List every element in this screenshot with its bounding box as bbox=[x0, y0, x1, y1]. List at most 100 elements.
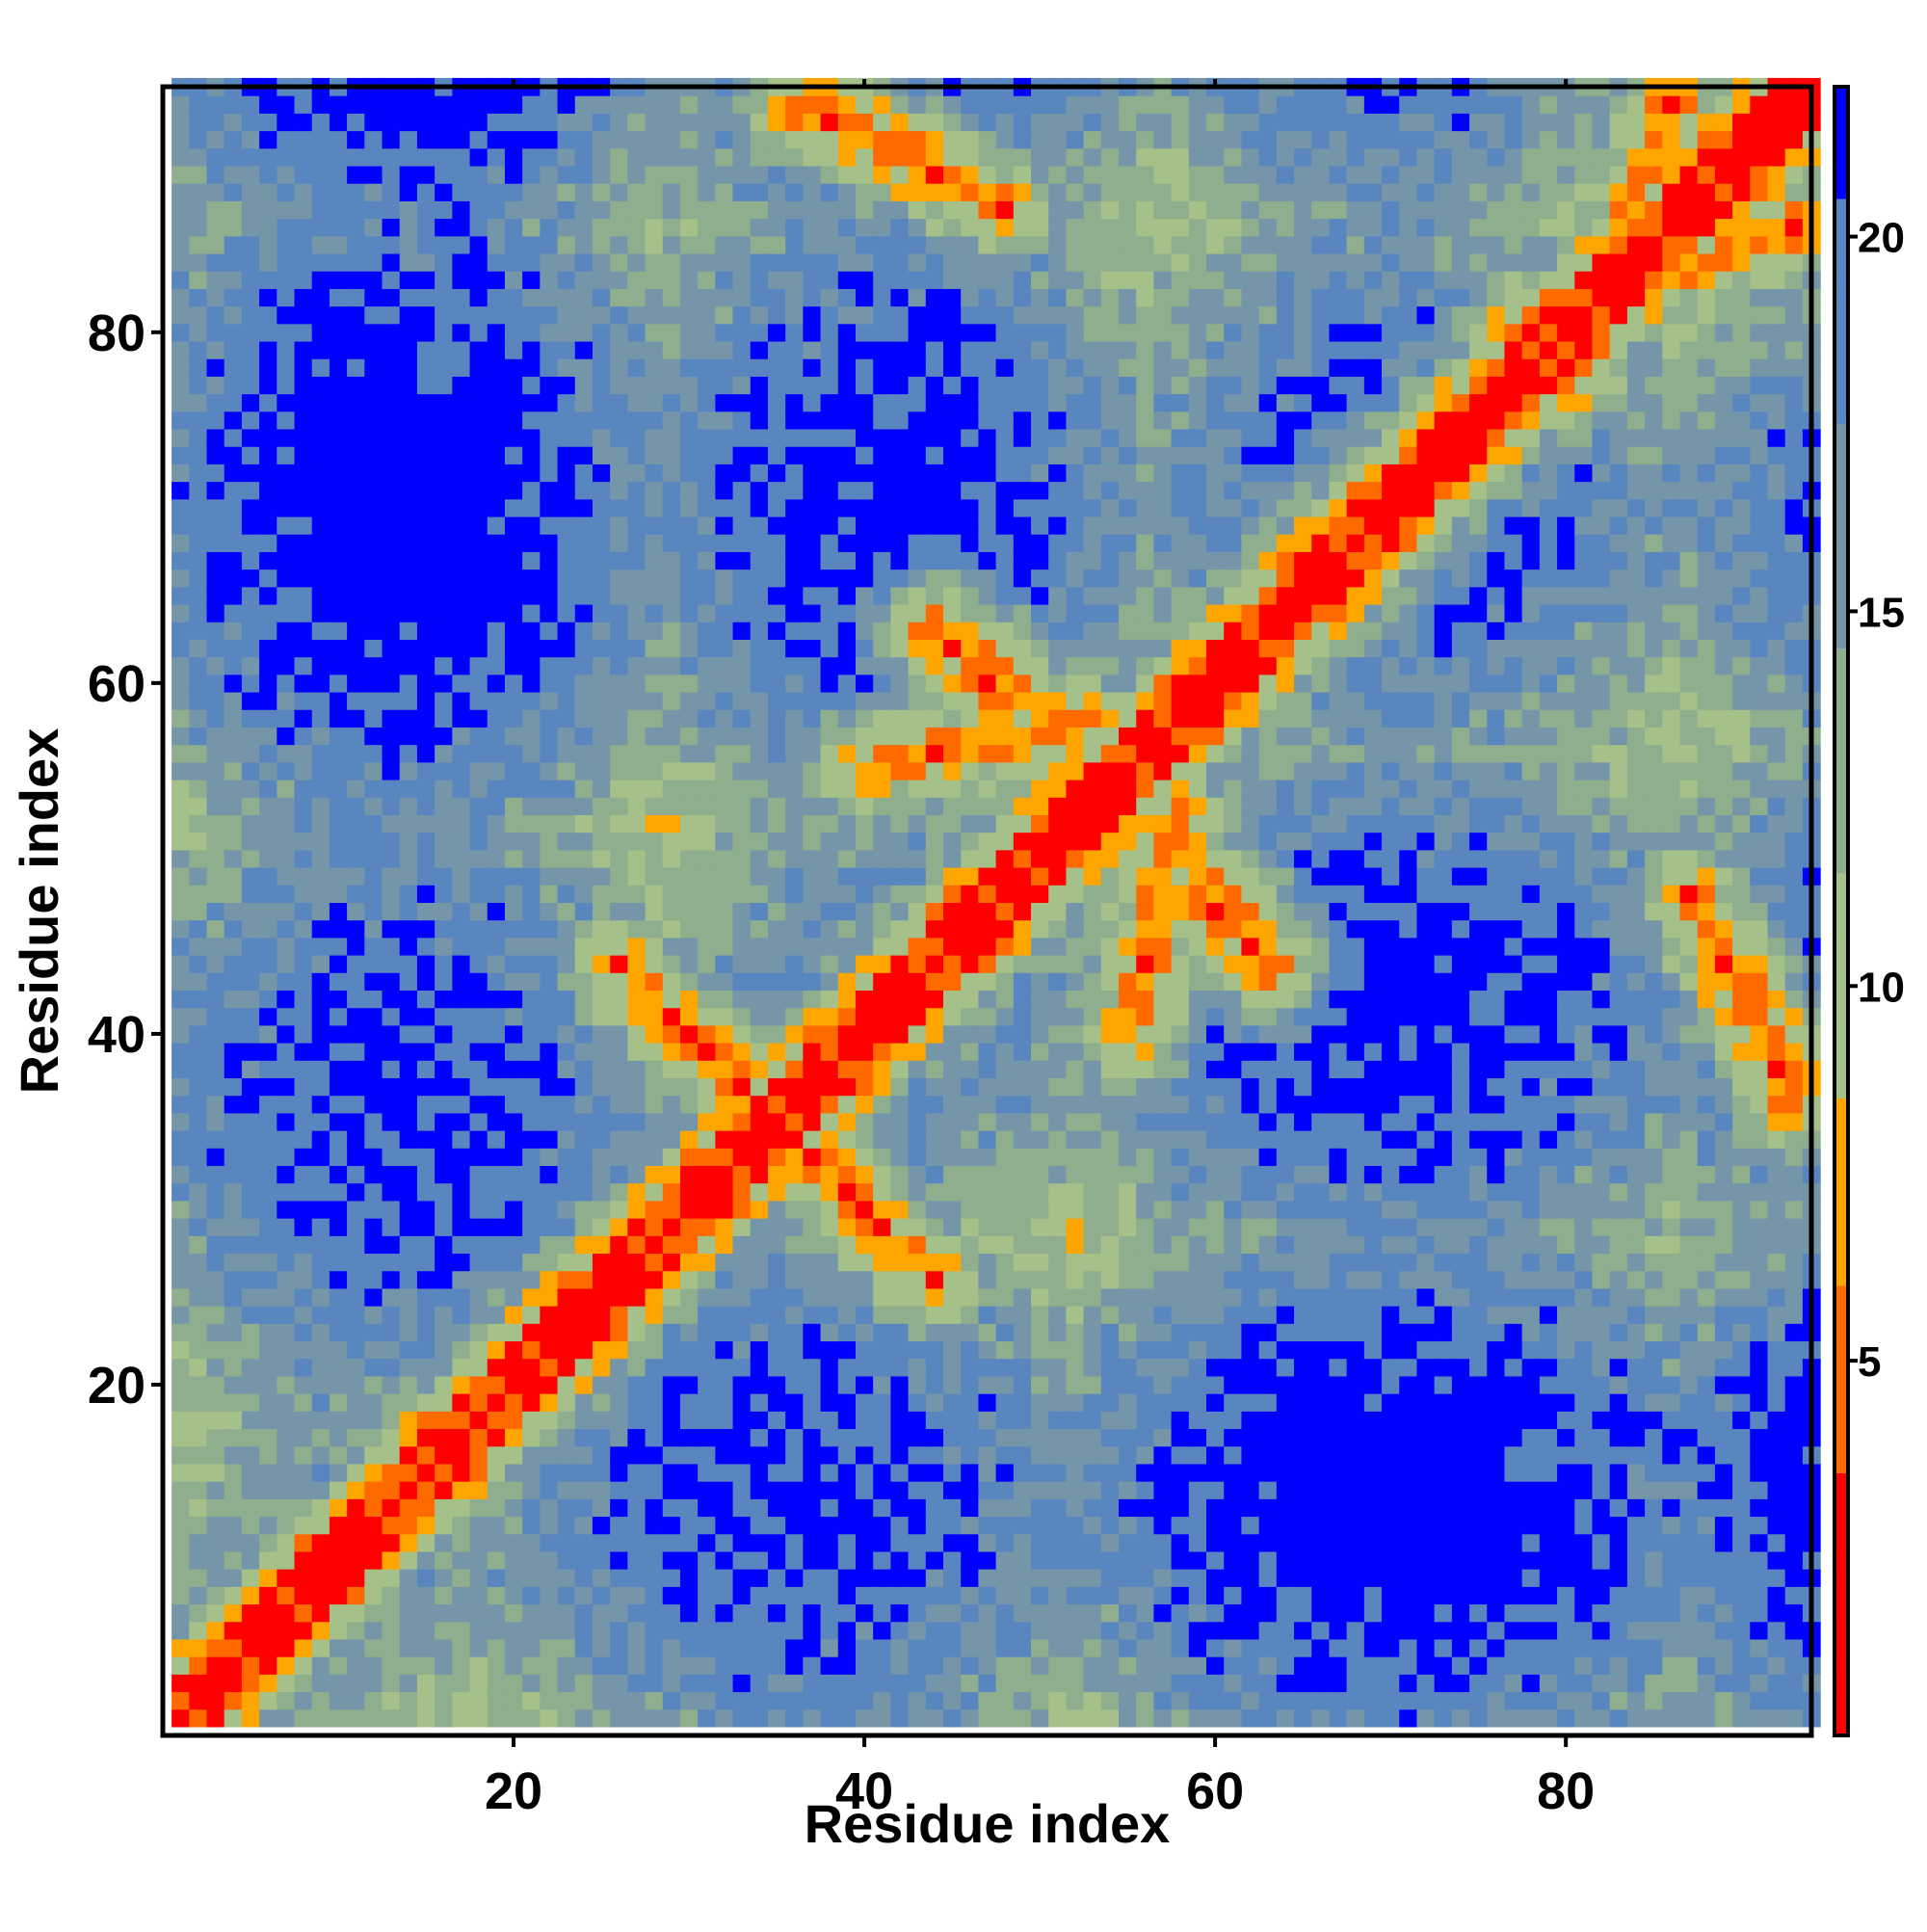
heatmap-cell bbox=[925, 1428, 944, 1447]
heatmap-cell bbox=[557, 1060, 576, 1079]
heatmap-cell bbox=[277, 1200, 296, 1219]
heatmap-cell bbox=[942, 446, 962, 464]
heatmap-cell bbox=[540, 358, 559, 377]
heatmap-cell bbox=[469, 674, 488, 693]
heatmap-cell bbox=[837, 218, 857, 237]
heatmap-cell bbox=[1013, 1077, 1032, 1097]
heatmap-cell bbox=[1013, 814, 1032, 834]
heatmap-cell bbox=[1083, 1375, 1102, 1394]
heatmap-cell bbox=[435, 639, 453, 658]
heatmap-cell bbox=[1031, 218, 1049, 237]
heatmap-cell bbox=[522, 376, 541, 395]
heatmap-cell bbox=[961, 622, 979, 640]
heatmap-cell bbox=[837, 990, 857, 1009]
heatmap-cell bbox=[820, 1060, 839, 1079]
heatmap-cell bbox=[610, 1358, 628, 1377]
heatmap-cell bbox=[469, 1569, 488, 1587]
heatmap-cell bbox=[504, 1393, 523, 1412]
heatmap-cell bbox=[172, 323, 190, 342]
heatmap-cell bbox=[873, 691, 891, 710]
heatmap-cell bbox=[347, 1393, 365, 1412]
heatmap-cell bbox=[329, 1182, 348, 1202]
heatmap-cell bbox=[259, 1043, 277, 1061]
heatmap-cell bbox=[961, 305, 979, 325]
heatmap-cell bbox=[1013, 1428, 1032, 1447]
heatmap-cell bbox=[925, 1621, 944, 1640]
heatmap-cell bbox=[715, 990, 734, 1009]
heatmap-cell bbox=[364, 218, 383, 237]
heatmap-cell bbox=[715, 1691, 734, 1710]
heatmap-cell bbox=[995, 849, 1015, 868]
heatmap-cell bbox=[382, 1287, 401, 1307]
heatmap-cell bbox=[679, 1375, 699, 1394]
heatmap-cell bbox=[785, 323, 804, 342]
heatmap-cell bbox=[908, 516, 927, 535]
heatmap-cell bbox=[645, 569, 664, 588]
heatmap-cell bbox=[311, 1112, 330, 1131]
heatmap-cell bbox=[978, 1165, 997, 1184]
heatmap-cell bbox=[732, 1621, 752, 1640]
heatmap-cell bbox=[259, 516, 277, 535]
heatmap-cell bbox=[698, 761, 716, 781]
heatmap-cell bbox=[399, 1463, 418, 1482]
heatmap-cell bbox=[767, 252, 786, 272]
heatmap-cell bbox=[1048, 990, 1068, 1009]
heatmap-cell bbox=[435, 252, 453, 272]
heatmap-cell bbox=[557, 622, 576, 640]
heatmap-cell bbox=[311, 832, 330, 851]
heatmap-cell bbox=[224, 1428, 243, 1447]
heatmap-cell bbox=[767, 288, 786, 307]
heatmap-cell bbox=[224, 1358, 243, 1377]
heatmap-cell bbox=[452, 1024, 471, 1044]
heatmap-cell bbox=[364, 674, 383, 693]
heatmap-cell bbox=[452, 1112, 471, 1131]
heatmap-cell bbox=[837, 1621, 857, 1640]
heatmap-cell bbox=[645, 1043, 664, 1061]
heatmap-cell bbox=[189, 569, 208, 588]
heatmap-cell bbox=[329, 1463, 348, 1482]
heatmap-cell bbox=[189, 1148, 208, 1167]
heatmap-cell bbox=[732, 1674, 752, 1693]
heatmap-cell bbox=[469, 323, 488, 342]
heatmap-cell bbox=[574, 1287, 594, 1307]
heatmap-cell bbox=[715, 1218, 734, 1236]
heatmap-cell bbox=[961, 603, 979, 622]
heatmap-cell bbox=[311, 603, 330, 622]
heatmap-cell bbox=[908, 113, 927, 132]
heatmap-cell bbox=[873, 1708, 891, 1728]
heatmap-cell bbox=[995, 200, 1015, 220]
heatmap-cell bbox=[942, 744, 962, 763]
heatmap-cell bbox=[259, 1112, 277, 1131]
heatmap-cell bbox=[837, 919, 857, 939]
heatmap-cell bbox=[469, 779, 488, 798]
heatmap-cell bbox=[715, 1148, 734, 1167]
heatmap-cell bbox=[311, 1481, 330, 1499]
heatmap-cell bbox=[504, 1024, 523, 1044]
heatmap-cell bbox=[311, 1358, 330, 1377]
heatmap-cell bbox=[277, 990, 296, 1009]
heatmap-cell bbox=[592, 1708, 611, 1728]
heatmap-cell bbox=[241, 1445, 260, 1465]
heatmap-cell bbox=[645, 1586, 664, 1605]
heatmap-cell bbox=[416, 534, 436, 552]
heatmap-cell bbox=[277, 1323, 296, 1342]
heatmap-cell bbox=[399, 113, 418, 132]
heatmap-cell bbox=[961, 358, 979, 377]
heatmap-cell bbox=[785, 1674, 804, 1693]
heatmap-cell bbox=[574, 200, 594, 220]
heatmap-cell bbox=[978, 481, 997, 500]
heatmap-cell bbox=[241, 709, 260, 728]
heatmap-cell bbox=[277, 1218, 296, 1236]
heatmap-cell bbox=[277, 885, 296, 903]
heatmap-cell bbox=[627, 183, 647, 201]
heatmap-cell bbox=[662, 885, 681, 903]
heatmap-cell bbox=[522, 1270, 541, 1289]
heatmap-cell bbox=[277, 305, 296, 325]
heatmap-cell bbox=[522, 235, 541, 254]
heatmap-cell bbox=[961, 1007, 979, 1026]
heatmap-cell bbox=[1066, 498, 1085, 517]
heatmap-cell bbox=[698, 1323, 716, 1342]
heatmap-cell bbox=[206, 1445, 225, 1465]
heatmap-cell bbox=[224, 516, 243, 535]
heatmap-cell bbox=[715, 1287, 734, 1307]
